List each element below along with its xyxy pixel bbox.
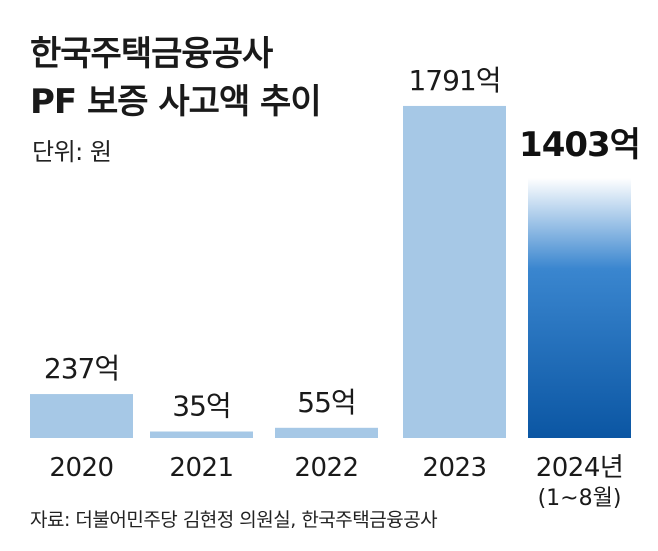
x-tick-2023: 2023 [422, 453, 486, 483]
bar-2024년 [528, 177, 631, 438]
bar-2020 [30, 394, 133, 438]
bar-2023 [403, 105, 506, 439]
chart-title-line-2: PF 보증 사고액 추이 [30, 82, 322, 122]
chart-title-line-1: 한국주택금융공사 [30, 34, 273, 74]
value-label-2023: 1791억 [408, 64, 500, 97]
bar-2021 [150, 431, 253, 438]
x-tick-2022: 2022 [294, 453, 358, 483]
value-label-2024년: 1403억 [519, 125, 640, 165]
source-note: 자료: 더불어민주당 김현정 의원실, 한국주택금융공사 [30, 509, 438, 531]
x-tick-2024년: 2024년 [536, 453, 624, 483]
value-label-2021: 35억 [172, 390, 230, 423]
x-tick-2021: 2021 [169, 453, 233, 483]
bar-2022 [275, 427, 378, 438]
value-label-2022: 55억 [297, 386, 355, 419]
value-label-2020: 237억 [44, 352, 119, 385]
chart-title: 한국주택금융공사 PF 보증 사고액 추이 [30, 30, 322, 126]
x-tick-2020: 2020 [49, 453, 113, 483]
x-subtick-2024년: (1~8월) [538, 486, 622, 511]
unit-label: 단위: 원 [32, 138, 112, 166]
